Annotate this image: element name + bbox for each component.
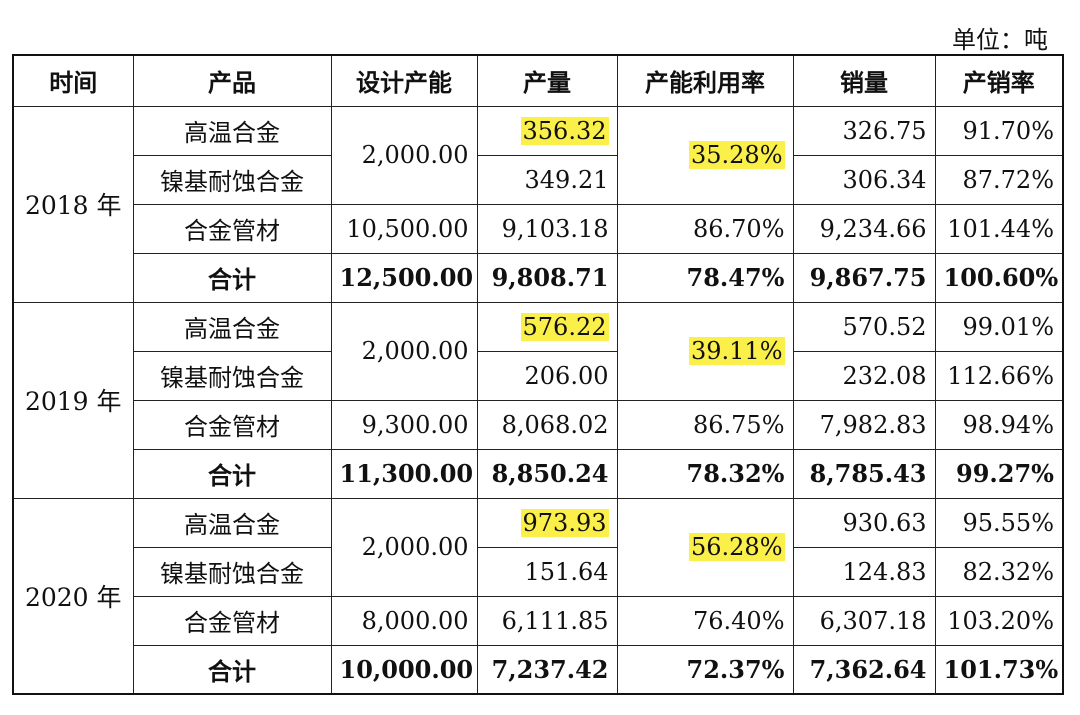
capacity-cell: 10,500.00 bbox=[330, 203, 478, 254]
sales-cell: 6,307.18 bbox=[792, 595, 936, 646]
output-cell: 356.32 bbox=[520, 116, 609, 145]
output-cell: 9,103.18 bbox=[476, 203, 618, 254]
sales-cell: 232.08 bbox=[792, 350, 936, 401]
table-row: 合金管材 9,300.00 8,068.02 86.75% 7,982.83 9… bbox=[13, 399, 1064, 450]
output-cell: 9,808.71 bbox=[476, 252, 618, 303]
capacity-table: 时间 产品 设计产能 产量 产能利用率 销量 产销率 2018 年 高温合金 2… bbox=[12, 54, 1064, 695]
product-cell: 镍基耐蚀合金 bbox=[132, 350, 332, 401]
header-product: 产品 bbox=[132, 54, 332, 107]
year-cell: 2020 年 bbox=[12, 497, 134, 695]
utilization-cell: 78.47% bbox=[616, 252, 794, 303]
header-output: 产量 bbox=[476, 54, 618, 107]
utilization-cell: 86.70% bbox=[616, 203, 794, 254]
year-cell: 2018 年 bbox=[12, 105, 134, 303]
utilization-cell: 72.37% bbox=[616, 644, 794, 695]
sales-cell: 570.52 bbox=[792, 301, 936, 352]
total-row: 合计 12,500.00 9,808.71 78.47% 9,867.75 10… bbox=[13, 252, 1064, 303]
rate-cell: 95.55% bbox=[934, 497, 1064, 548]
rate-cell: 87.72% bbox=[934, 154, 1064, 205]
header-time: 时间 bbox=[12, 54, 134, 107]
total-row: 合计 10,000.00 7,237.42 72.37% 7,362.64 10… bbox=[13, 644, 1064, 695]
rate-cell: 91.70% bbox=[934, 105, 1064, 156]
table-row: 镍基耐蚀合金 151.64 124.83 82.32% bbox=[13, 546, 1064, 597]
product-cell: 合计 bbox=[132, 644, 332, 695]
utilization-cell: 56.28% bbox=[688, 533, 785, 561]
capacity-cell: 2,000.00 bbox=[330, 301, 478, 401]
header-sales: 销量 bbox=[792, 54, 936, 107]
sales-cell: 306.34 bbox=[792, 154, 936, 205]
rate-cell: 103.20% bbox=[934, 595, 1064, 646]
product-cell: 镍基耐蚀合金 bbox=[132, 154, 332, 205]
table-row: 镍基耐蚀合金 206.00 232.08 112.66% bbox=[13, 350, 1064, 401]
output-cell: 349.21 bbox=[476, 154, 618, 205]
output-cell: 6,111.85 bbox=[476, 595, 618, 646]
capacity-cell: 12,500.00 bbox=[330, 252, 478, 303]
sales-cell: 9,234.66 bbox=[792, 203, 936, 254]
sales-cell: 7,362.64 bbox=[792, 644, 936, 695]
output-cell: 576.22 bbox=[520, 312, 609, 341]
output-cell: 206.00 bbox=[476, 350, 618, 401]
output-cell: 8,850.24 bbox=[476, 448, 618, 499]
header-row: 时间 产品 设计产能 产量 产能利用率 销量 产销率 bbox=[12, 54, 1064, 107]
capacity-cell: 8,000.00 bbox=[330, 595, 478, 646]
rate-cell: 99.01% bbox=[934, 301, 1064, 352]
sales-cell: 9,867.75 bbox=[792, 252, 936, 303]
utilization-cell: 78.32% bbox=[616, 448, 794, 499]
output-cell: 973.93 bbox=[520, 508, 609, 537]
utilization-cell: 76.40% bbox=[616, 595, 794, 646]
product-cell: 合金管材 bbox=[132, 399, 332, 450]
output-cell: 8,068.02 bbox=[476, 399, 618, 450]
capacity-cell: 9,300.00 bbox=[330, 399, 478, 450]
table-row: 合金管材 10,500.00 9,103.18 86.70% 9,234.66 … bbox=[13, 203, 1064, 254]
table-row: 合金管材 8,000.00 6,111.85 76.40% 6,307.18 1… bbox=[13, 595, 1064, 646]
sales-cell: 8,785.43 bbox=[792, 448, 936, 499]
sales-cell: 326.75 bbox=[792, 105, 936, 156]
utilization-cell: 39.11% bbox=[688, 337, 785, 365]
sales-cell: 7,982.83 bbox=[792, 399, 936, 450]
sales-cell: 124.83 bbox=[792, 546, 936, 597]
product-cell: 镍基耐蚀合金 bbox=[132, 546, 332, 597]
capacity-cell: 2,000.00 bbox=[330, 105, 478, 205]
rate-cell: 101.44% bbox=[934, 203, 1064, 254]
rate-cell: 101.73% bbox=[934, 644, 1064, 695]
table-row: 镍基耐蚀合金 349.21 306.34 87.72% bbox=[13, 154, 1064, 205]
header-capacity: 设计产能 bbox=[330, 54, 478, 107]
rate-cell: 99.27% bbox=[934, 448, 1064, 499]
utilization-cell: 35.28% bbox=[688, 141, 785, 169]
table-row: 2018 年 高温合金 2,000.00 356.32 35.28% 326.7… bbox=[12, 105, 1064, 303]
utilization-cell: 86.75% bbox=[616, 399, 794, 450]
total-row: 合计 11,300.00 8,850.24 78.32% 8,785.43 99… bbox=[13, 448, 1064, 499]
product-cell: 高温合金 bbox=[132, 301, 332, 352]
product-cell: 合计 bbox=[132, 252, 332, 303]
table-row: 2020 年 高温合金 2,000.00 973.93 56.28% 930.6… bbox=[12, 497, 1064, 695]
header-sales-rate: 产销率 bbox=[934, 54, 1064, 107]
product-cell: 合金管材 bbox=[132, 203, 332, 254]
output-cell: 151.64 bbox=[476, 546, 618, 597]
product-cell: 合计 bbox=[132, 448, 332, 499]
sales-cell: 930.63 bbox=[792, 497, 936, 548]
capacity-cell: 2,000.00 bbox=[330, 497, 478, 597]
product-cell: 高温合金 bbox=[132, 497, 332, 548]
rate-cell: 98.94% bbox=[934, 399, 1064, 450]
table-row: 2019 年 高温合金 2,000.00 576.22 39.11% 570.5… bbox=[12, 301, 1064, 499]
year-cell: 2019 年 bbox=[12, 301, 134, 499]
rate-cell: 100.60% bbox=[934, 252, 1064, 303]
capacity-cell: 11,300.00 bbox=[330, 448, 478, 499]
unit-label: 单位：吨 bbox=[952, 26, 1048, 54]
rate-cell: 112.66% bbox=[934, 350, 1064, 401]
product-cell: 高温合金 bbox=[132, 105, 332, 156]
product-cell: 合金管材 bbox=[132, 595, 332, 646]
output-cell: 7,237.42 bbox=[476, 644, 618, 695]
capacity-cell: 10,000.00 bbox=[330, 644, 478, 695]
rate-cell: 82.32% bbox=[934, 546, 1064, 597]
header-utilization: 产能利用率 bbox=[616, 54, 794, 107]
